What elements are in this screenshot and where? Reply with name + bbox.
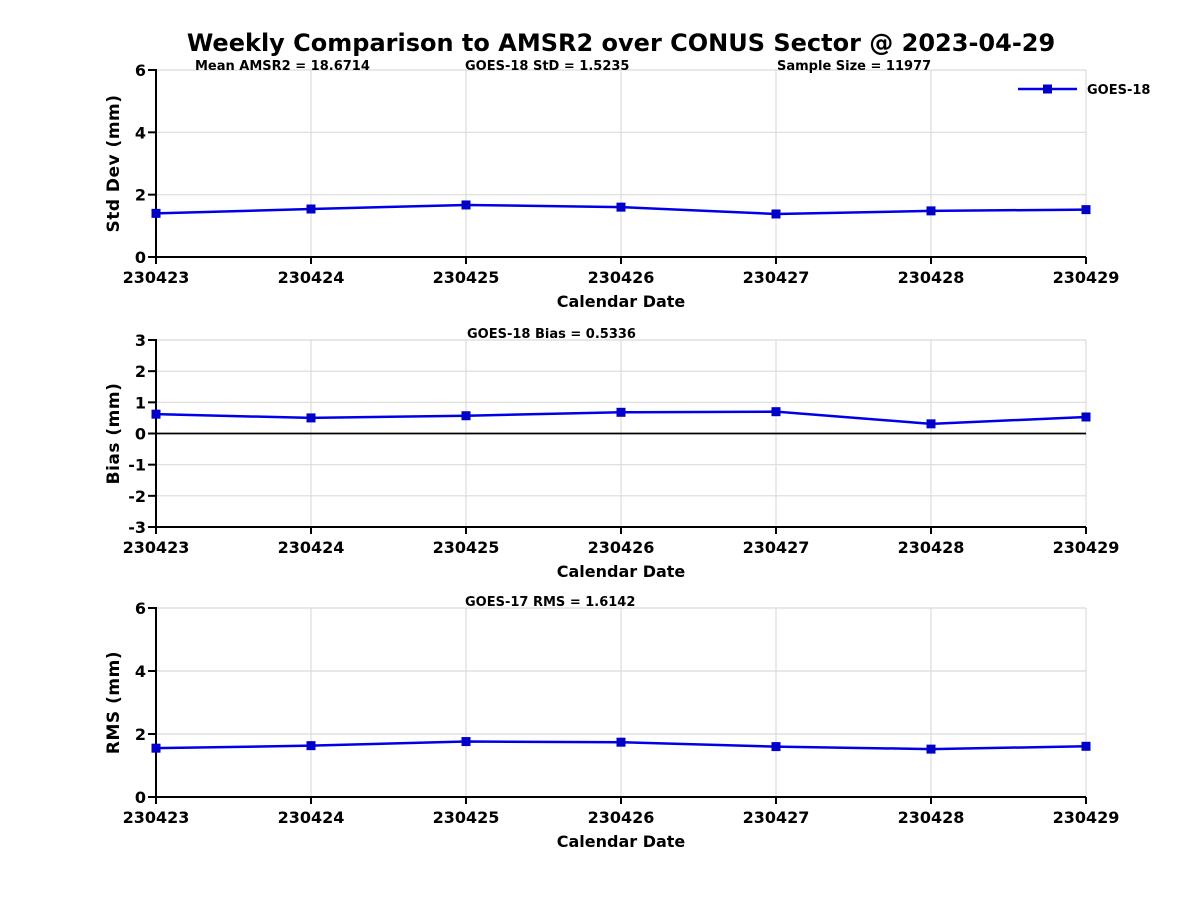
- x-tick-label: 230423: [123, 268, 190, 287]
- stddev-plot: 0 2 4 6 230423 230424 230425 230426 230427 230428…: [104, 59, 1150, 311]
- y-tick-label: 2: [135, 186, 146, 205]
- data-point-marker: [926, 744, 936, 754]
- x-tick-label: 230429: [1053, 808, 1120, 827]
- data-point-marker: [1081, 412, 1091, 422]
- y-tick-label: 0: [135, 425, 146, 444]
- x-tick-label: 230424: [278, 268, 345, 287]
- x-axis-title: Calendar Date: [557, 292, 686, 311]
- x-tick-label: 230426: [588, 268, 655, 287]
- y-tick-label: 2: [135, 725, 146, 744]
- x-tick-label: 230428: [898, 538, 965, 557]
- data-point-marker: [306, 413, 316, 423]
- annotation-text: GOES-18 StD = 1.5235: [465, 59, 629, 74]
- data-point-marker: [616, 407, 626, 417]
- legend-marker: [1043, 84, 1052, 94]
- data-point-marker: [461, 411, 471, 421]
- annotation-text: GOES-18 Bias = 0.5336: [467, 327, 636, 342]
- data-point-marker: [151, 743, 161, 753]
- y-tick-label: 6: [135, 61, 146, 80]
- x-tick-label: 230428: [898, 808, 965, 827]
- data-point-marker: [771, 742, 781, 752]
- data-point-marker: [616, 737, 626, 747]
- y-tick-label: -2: [128, 487, 146, 506]
- annotation-text: GOES-17 RMS = 1.6142: [465, 595, 635, 610]
- y-tick-label: -1: [128, 456, 146, 475]
- x-tick-label: 230427: [743, 538, 810, 557]
- x-tick-label: 230423: [123, 808, 190, 827]
- y-tick-label: 0: [135, 788, 146, 807]
- x-tick-label: 230427: [743, 808, 810, 827]
- bias-plot: -3 -2 -1 0 1 2 3 230423 230424 230425 230426 230427…: [104, 327, 1119, 581]
- legend-label: GOES-18: [1087, 83, 1150, 98]
- data-point-marker: [926, 206, 936, 216]
- x-tick-label: 230428: [898, 268, 965, 287]
- data-point-marker: [1081, 741, 1091, 751]
- annotation-text: Mean AMSR2 = 18.6714: [195, 59, 370, 74]
- x-tick-label: 230425: [433, 538, 500, 557]
- data-point-marker: [461, 737, 471, 747]
- x-tick-label: 230426: [588, 808, 655, 827]
- y-tick-label: 4: [135, 123, 146, 142]
- data-point-marker: [151, 208, 161, 218]
- y-tick-label: 0: [135, 248, 146, 267]
- x-axis-title: Calendar Date: [557, 562, 686, 581]
- data-point-marker: [926, 419, 936, 429]
- y-axis-title: Std Dev (mm): [104, 94, 124, 232]
- data-point-marker: [1081, 205, 1091, 215]
- y-axis-title: RMS (mm): [104, 651, 124, 754]
- y-tick-label: 6: [135, 599, 146, 618]
- x-tick-label: 230429: [1053, 538, 1120, 557]
- x-tick-label: 230424: [278, 538, 345, 557]
- y-tick-label: 1: [135, 393, 146, 412]
- rms-plot: 0 2 4 6 230423 230424 230425 230426 230427 230428…: [104, 595, 1119, 851]
- data-point-marker: [616, 202, 626, 212]
- y-axis-title: Bias (mm): [104, 383, 124, 485]
- x-tick-label: 230423: [123, 538, 190, 557]
- x-tick-label: 230427: [743, 268, 810, 287]
- data-point-marker: [771, 407, 781, 417]
- figure-title: Weekly Comparison to AMSR2 over CONUS Se…: [186, 29, 1056, 57]
- annotation-text: Sample Size = 11977: [777, 59, 931, 74]
- y-tick-label: 4: [135, 662, 146, 681]
- y-tick-label: 3: [135, 331, 146, 350]
- legend: GOES-18: [1018, 83, 1150, 98]
- y-tick-label: -3: [128, 518, 146, 537]
- data-point-marker: [461, 200, 471, 210]
- y-tick-label: 2: [135, 362, 146, 381]
- x-tick-label: 230425: [433, 808, 500, 827]
- x-tick-label: 230429: [1053, 268, 1120, 287]
- x-tick-label: 230424: [278, 808, 345, 827]
- x-axis-title: Calendar Date: [557, 832, 686, 851]
- data-point-marker: [306, 741, 316, 751]
- x-tick-label: 230425: [433, 268, 500, 287]
- data-point-marker: [306, 204, 316, 214]
- x-tick-label: 230426: [588, 538, 655, 557]
- data-point-marker: [771, 209, 781, 219]
- data-point-marker: [151, 409, 161, 419]
